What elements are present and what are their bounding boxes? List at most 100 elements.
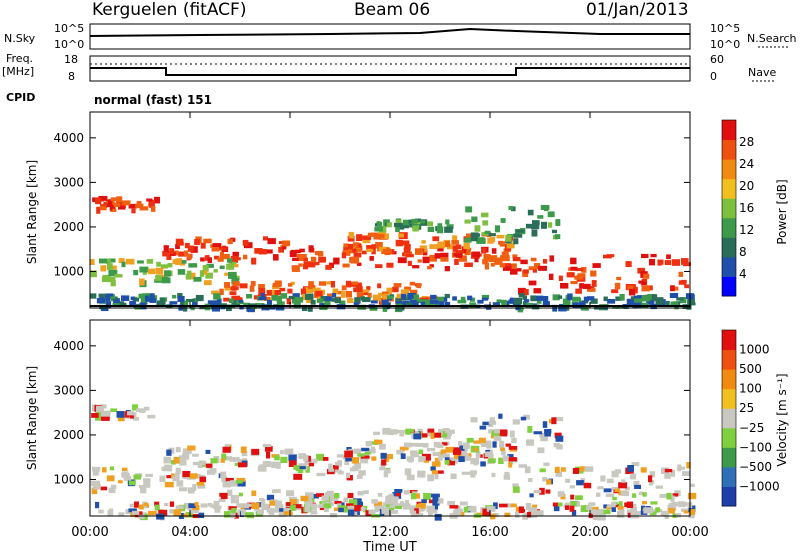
- heatmap-cell: [465, 233, 475, 239]
- heatmap-cell: [256, 502, 264, 508]
- colorbar-swatch: [722, 256, 736, 277]
- heatmap-cell: [154, 196, 160, 204]
- heatmap-cell: [387, 431, 394, 436]
- heatmap-cell: [524, 288, 529, 296]
- heatmap-cell: [410, 442, 418, 447]
- heatmap-cell: [403, 445, 409, 451]
- heatmap-cell: [618, 482, 628, 489]
- heatmap-cell: [528, 280, 537, 286]
- heatmap-cell: [416, 299, 421, 304]
- heatmap-cell: [688, 505, 696, 513]
- heatmap-cell: [211, 305, 221, 312]
- heatmap-cell: [219, 492, 225, 497]
- heatmap-cell: [230, 286, 239, 291]
- heatmap-cell: [492, 441, 497, 448]
- heatmap-cell: [90, 293, 97, 299]
- heatmap-cell: [218, 498, 226, 502]
- heatmap-cell: [118, 206, 126, 210]
- colorbar-swatch: [722, 486, 736, 507]
- heatmap-cell: [430, 432, 435, 439]
- heatmap-cell: [179, 455, 187, 462]
- heatmap-cell: [547, 211, 555, 218]
- heatmap-cell: [166, 255, 172, 260]
- heatmap-cell: [381, 507, 387, 514]
- heatmap-cell: [116, 196, 123, 203]
- heatmap-cell: [524, 299, 530, 303]
- heatmap-cell: [341, 252, 347, 259]
- heatmap-cell: [267, 238, 276, 245]
- y-tick-label: 2000: [53, 220, 84, 234]
- heatmap-cell: [399, 501, 405, 508]
- heatmap-cell: [266, 494, 275, 501]
- heatmap-cell: [467, 295, 473, 301]
- heatmap-cell: [262, 236, 269, 241]
- cpid-label: CPID: [6, 91, 36, 104]
- heatmap-cell: [416, 283, 421, 289]
- heatmap-cell: [471, 216, 478, 222]
- heatmap-cell: [232, 281, 240, 287]
- heatmap-cell: [548, 419, 554, 424]
- heatmap-cell: [431, 470, 438, 475]
- heatmap-cell: [488, 458, 496, 463]
- heatmap-cell: [310, 510, 318, 515]
- heatmap-cell: [500, 218, 506, 223]
- heatmap-cell: [187, 445, 196, 451]
- freq-trace: [90, 67, 690, 76]
- heatmap-cell: [245, 512, 254, 518]
- heatmap-cell: [95, 197, 102, 205]
- heatmap-cell: [294, 296, 304, 303]
- colorbar-swatch: [722, 369, 736, 390]
- heatmap-cell: [199, 270, 205, 277]
- colorbar-swatch: [722, 388, 736, 409]
- heatmap-cell: [274, 455, 280, 461]
- heatmap-cell: [392, 496, 399, 500]
- heatmap-cell: [155, 267, 164, 275]
- heatmap-cell: [469, 297, 475, 302]
- heatmap-cell: [630, 506, 637, 510]
- heatmap-cell: [198, 512, 205, 519]
- heatmap-cell: [285, 502, 291, 507]
- heatmap-cell: [166, 449, 172, 456]
- heatmap-cell: [99, 205, 107, 211]
- heatmap-cell: [242, 458, 248, 463]
- heatmap-cell: [552, 294, 560, 301]
- heatmap-cell: [553, 505, 560, 512]
- heatmap-cell: [386, 287, 393, 295]
- heatmap-cell: [450, 473, 457, 480]
- heatmap-cell: [207, 300, 217, 307]
- heatmap-cell: [356, 292, 364, 300]
- heatmap-cell: [643, 507, 652, 514]
- nsky-tick-high: 10^5: [54, 22, 85, 35]
- heatmap-cell: [100, 265, 107, 272]
- colorbar-swatch: [722, 466, 736, 487]
- heatmap-cell: [394, 489, 403, 493]
- heatmap-cell: [681, 471, 690, 477]
- heatmap-cell: [515, 304, 521, 311]
- power-heatmap-cells: [90, 195, 696, 313]
- heatmap-cell: [172, 475, 180, 482]
- heatmap-cell: [271, 294, 279, 301]
- heatmap-cell: [290, 249, 300, 254]
- heatmap-cell: [434, 473, 439, 480]
- heatmap-cell: [169, 301, 178, 305]
- heatmap-cell: [273, 500, 283, 506]
- heatmap-cell: [478, 437, 486, 443]
- power-panel: [89, 111, 691, 309]
- heatmap-cell: [146, 198, 153, 202]
- heatmap-cell: [666, 254, 671, 260]
- heatmap-cell: [175, 505, 184, 510]
- heatmap-cell: [509, 448, 518, 452]
- heatmap-cell: [337, 460, 343, 465]
- heatmap-cell: [357, 491, 364, 496]
- heatmap-cell: [642, 492, 647, 497]
- heatmap-cell: [656, 297, 664, 303]
- heatmap-cell: [418, 503, 426, 509]
- heatmap-cell: [243, 302, 250, 307]
- heatmap-cell: [354, 505, 363, 512]
- heatmap-cell: [444, 456, 450, 463]
- heatmap-cell: [527, 209, 534, 216]
- heatmap-cell: [186, 253, 192, 260]
- heatmap-cell: [445, 219, 450, 225]
- heatmap-cell: [307, 306, 313, 312]
- x-tick-label: 20:00: [571, 525, 608, 540]
